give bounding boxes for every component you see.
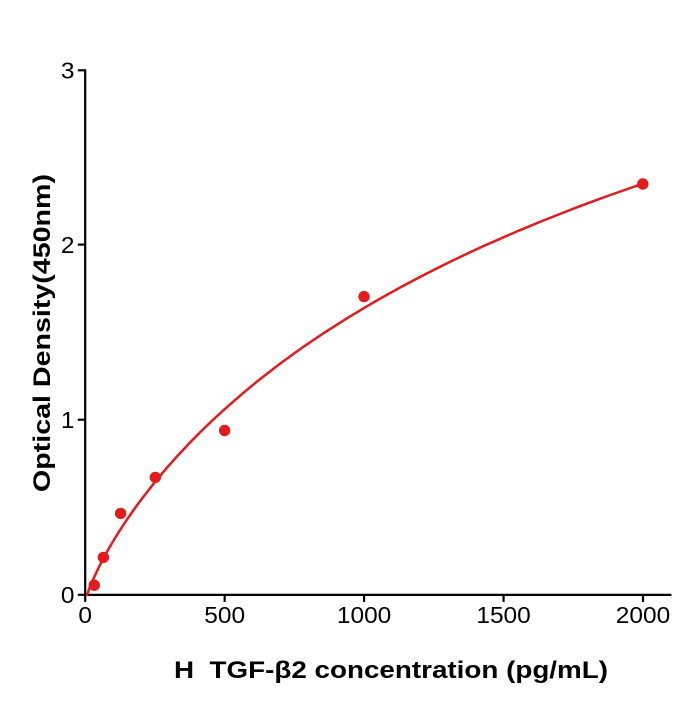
svg-text:1500: 1500 — [476, 602, 530, 628]
svg-text:1: 1 — [61, 407, 75, 433]
svg-text:2000: 2000 — [616, 602, 670, 628]
svg-text:500: 500 — [204, 602, 245, 628]
svg-text:Optical Density(450nm): Optical Density(450nm) — [29, 174, 56, 492]
svg-text:3: 3 — [61, 58, 75, 84]
svg-text:1000: 1000 — [337, 602, 391, 628]
svg-text:0: 0 — [61, 582, 75, 608]
svg-text:0: 0 — [78, 602, 92, 628]
svg-text:H TGF-β2 concentration (pg/mL: H TGF-β2 concentration (pg/mL) — [174, 657, 608, 684]
svg-text:2: 2 — [61, 232, 75, 258]
